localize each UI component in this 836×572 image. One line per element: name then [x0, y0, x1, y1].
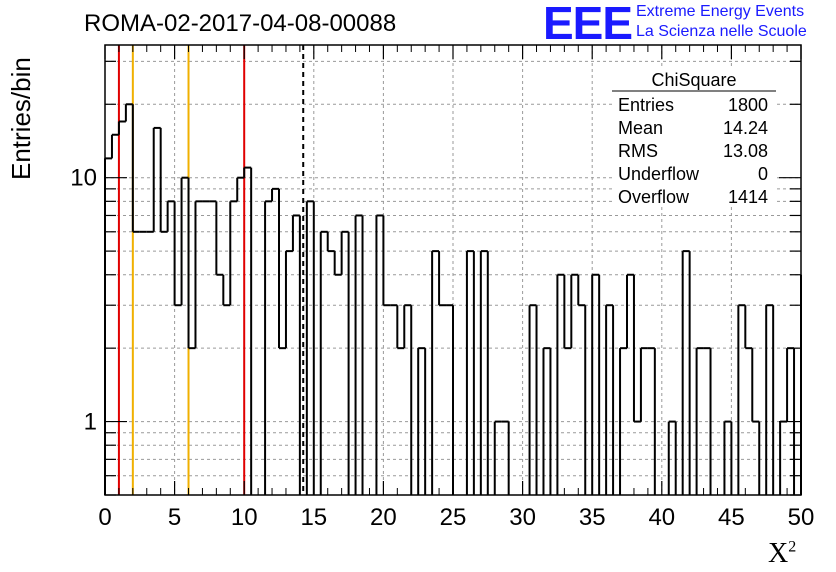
- x-tick-label: 0: [98, 504, 111, 531]
- histogram-layer: [104, 103, 802, 495]
- eee-logo: EEE: [543, 0, 633, 49]
- marker-lines-layer: [117, 45, 305, 495]
- stats-label: RMS: [618, 141, 658, 161]
- x-axis-label-sup: 2: [788, 538, 797, 556]
- y-tick-label: 1: [84, 409, 97, 436]
- x-tick-label: 15: [300, 504, 327, 531]
- stats-value: 14.24: [723, 118, 768, 138]
- brand-line-2: La Scienza nelle Scuole: [636, 23, 807, 40]
- x-tick-label: 40: [648, 504, 675, 531]
- x-axis-label-base: X: [768, 538, 789, 569]
- stats-value: 1800: [728, 95, 768, 115]
- stats-title: ChiSquare: [651, 70, 736, 90]
- stats-label: Entries: [618, 95, 674, 115]
- x-axis-label: X2: [768, 538, 796, 570]
- x-tick-label: 50: [788, 504, 815, 531]
- stats-label: Overflow: [618, 187, 690, 207]
- x-tick-label: 45: [718, 504, 745, 531]
- brand-line-1: Extreme Energy Events: [636, 3, 805, 20]
- chart-title: ROMA-02-2017-04-08-00088: [84, 10, 397, 37]
- x-tick-label: 25: [440, 504, 467, 531]
- x-tick-label: 35: [579, 504, 606, 531]
- x-tick-label: 10: [231, 504, 258, 531]
- stats-bg: [612, 66, 776, 204]
- stats-value: 1414: [728, 187, 768, 207]
- stats-label: Mean: [618, 118, 663, 138]
- axis-layer: 0 5 10 15 20 25 30 35 40 45 50 1 10: [70, 44, 815, 531]
- x-tick-label: 30: [509, 504, 536, 531]
- stats-value: 0: [758, 164, 768, 184]
- x-tick-label: 5: [168, 504, 181, 531]
- y-tick-label: 10: [70, 165, 97, 192]
- stats-box: ChiSquare Entries 1800 Mean 14.24 RMS 13.08 Und…: [612, 66, 776, 207]
- stats-label: Underflow: [618, 164, 700, 184]
- stats-value: 13.08: [723, 141, 768, 161]
- x-tick-label: 20: [370, 504, 397, 531]
